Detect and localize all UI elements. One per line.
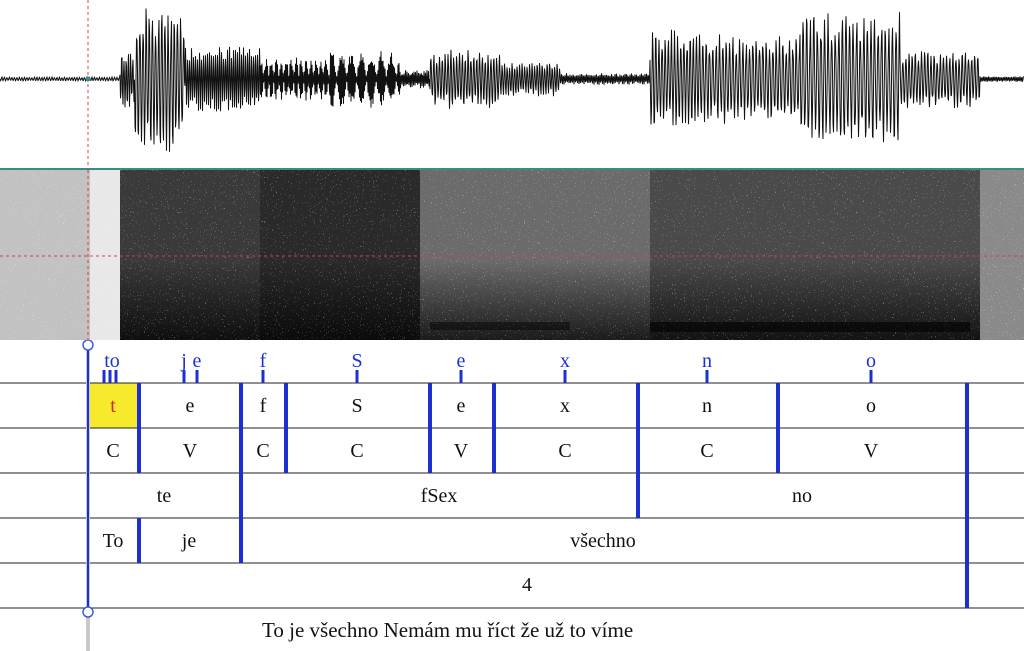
cv-interval[interactable]: C <box>106 440 120 462</box>
cv-interval[interactable]: C <box>558 440 572 462</box>
annotation-tiers[interactable] <box>0 340 1024 651</box>
point-label[interactable]: n <box>702 350 712 372</box>
spectrogram-voice-bar <box>650 322 970 332</box>
phone-interval[interactable]: f <box>259 395 267 417</box>
point-label[interactable]: e <box>192 350 202 372</box>
syllable-interval[interactable]: fSex <box>420 485 458 507</box>
point-label[interactable]: f <box>259 350 267 372</box>
tier-separators <box>0 382 1024 609</box>
point-label[interactable]: o <box>866 350 876 372</box>
point-marks <box>102 370 873 383</box>
syllable-interval[interactable]: no <box>792 485 812 507</box>
word-interval[interactable]: všechno <box>570 530 636 552</box>
point-label[interactable]: e <box>456 350 466 372</box>
tiers-background <box>0 340 1024 651</box>
selected-interval-highlight[interactable] <box>89 383 139 428</box>
phone-interval-selected[interactable]: t <box>110 395 116 417</box>
sentence-transcript[interactable]: To je všechno Nemám mu říct že už to vím… <box>262 618 634 642</box>
cursor-bottom-handle[interactable] <box>82 606 94 618</box>
spectrogram-voice-bar-early <box>430 322 570 330</box>
cv-interval[interactable]: C <box>700 440 714 462</box>
point-label[interactable]: x <box>560 350 570 372</box>
word-interval[interactable]: To <box>102 530 124 552</box>
syllable-interval[interactable]: te <box>156 485 172 507</box>
phone-interval[interactable]: n <box>702 395 712 417</box>
cv-interval[interactable]: V <box>182 440 198 462</box>
cv-interval[interactable]: C <box>256 440 270 462</box>
word-interval[interactable]: je <box>181 530 197 552</box>
phone-interval[interactable]: e <box>456 395 466 417</box>
point-label[interactable]: to <box>104 350 120 372</box>
phone-interval[interactable]: o <box>866 395 876 417</box>
cv-interval[interactable]: V <box>863 440 879 462</box>
phone-interval[interactable]: e <box>185 395 195 417</box>
cv-interval[interactable]: V <box>453 440 469 462</box>
spectrogram-noise-overlay <box>0 170 1024 340</box>
cursor-top-handle[interactable] <box>82 340 94 351</box>
interval-boundaries <box>137 383 969 608</box>
phone-interval[interactable]: S <box>351 395 363 417</box>
point-label[interactable]: j <box>181 350 187 372</box>
waveform-panel[interactable] <box>0 0 1024 170</box>
waveform-trace <box>0 8 1024 152</box>
spectrogram-panel[interactable] <box>0 170 1024 340</box>
cv-interval[interactable]: C <box>350 440 364 462</box>
point-label[interactable]: S <box>351 350 363 372</box>
phone-interval[interactable]: x <box>560 395 570 417</box>
cursor-handle-waveform[interactable] <box>85 76 91 82</box>
count-interval[interactable]: 4 <box>522 574 532 596</box>
